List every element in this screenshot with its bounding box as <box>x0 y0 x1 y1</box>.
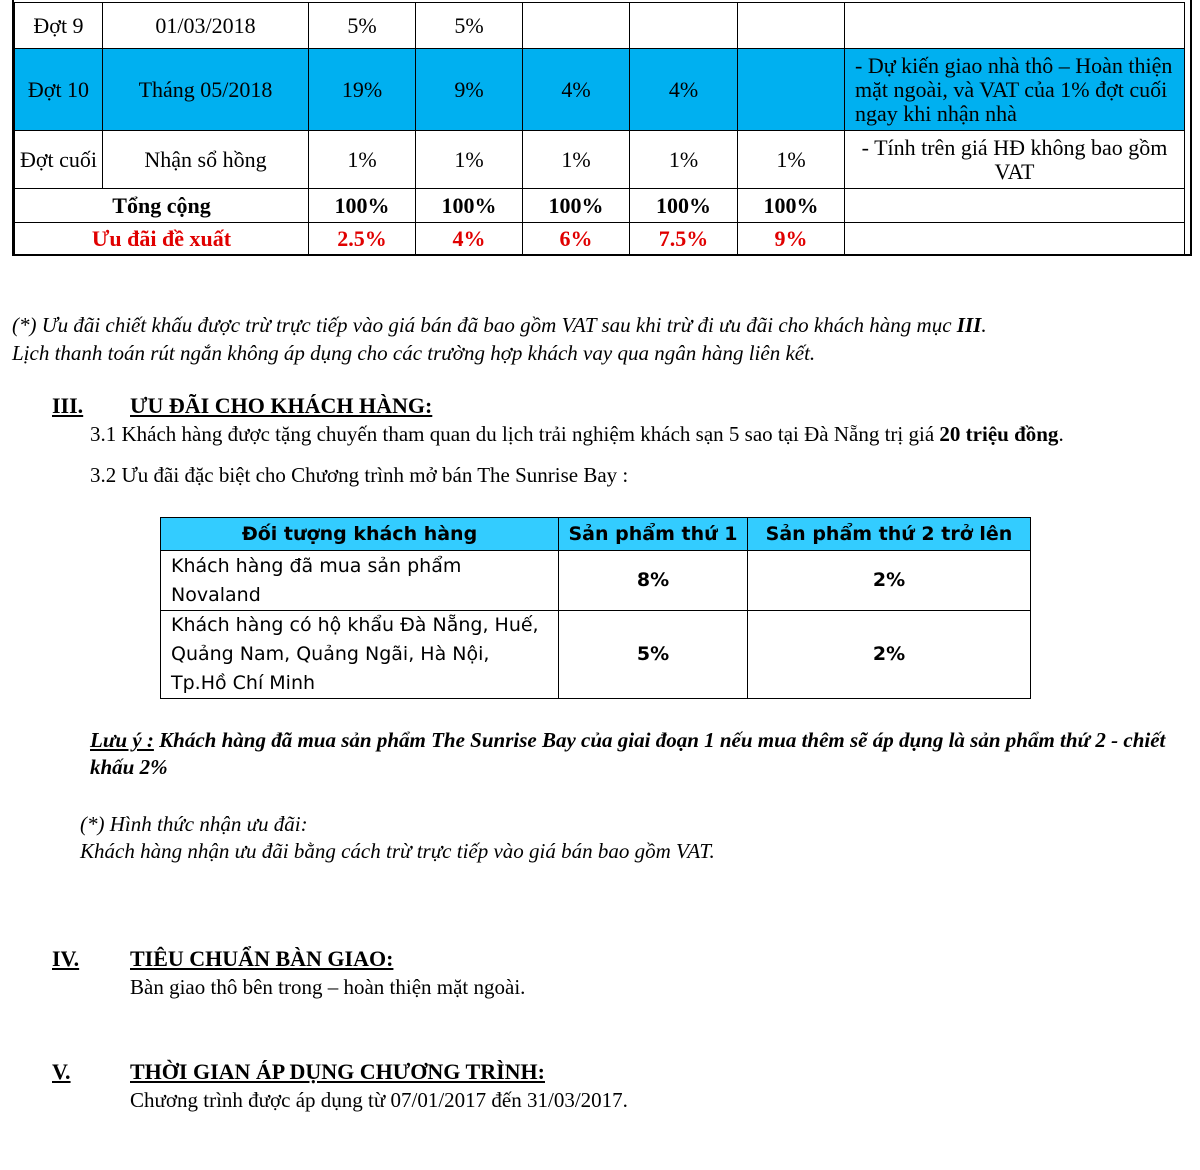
percent-cell <box>737 48 845 131</box>
percent-cell: 5% <box>415 2 523 49</box>
empty-cell <box>844 222 1185 256</box>
phase-cell: Đợt 10 <box>14 48 103 131</box>
offer-cell: 6% <box>522 222 630 256</box>
percent-cell: 1% <box>737 130 845 189</box>
percent-cell: 1% <box>415 130 523 189</box>
offer-row: Ưu đãi đề xuất 2.5% 4% 6% 7.5% 9% <box>14 222 1185 256</box>
percent-cell: 4% <box>629 48 738 131</box>
date-cell: Tháng 05/2018 <box>102 48 309 131</box>
offer-cell: 7.5% <box>629 222 738 256</box>
receive-line-2: Khách hàng nhận ưu đãi bằng cách trừ trự… <box>80 839 715 863</box>
total-cell: 100% <box>629 188 738 223</box>
percent-cell: 4% <box>522 48 630 131</box>
empty-cell <box>844 188 1185 223</box>
section-3-item-2: 3.2 Ưu đãi đặc biệt cho Chương trình mở … <box>90 463 629 487</box>
header-product-2: Sản phẩm thứ 2 trở lên <box>747 517 1031 551</box>
note: Lưu ý : Khách hàng đã mua sản phẩm The S… <box>90 728 1166 779</box>
section-4-heading: IV. TIÊU CHUẨN BÀN GIAO: <box>52 946 394 971</box>
section-3-item-1: 3.1 Khách hàng được tặng chuyến tham qua… <box>90 422 1064 446</box>
note-cell <box>844 2 1185 49</box>
total-cell: 100% <box>415 188 523 223</box>
phase-cell: Đợt cuối <box>14 130 103 189</box>
total-cell: 100% <box>522 188 630 223</box>
percent-cell <box>629 2 738 49</box>
note-cell: - Dự kiến giao nhà thô – Hoàn thiện mặt … <box>844 48 1185 131</box>
table-row: Đợt 9 01/03/2018 5% 5% <box>14 2 1185 49</box>
payment-schedule-table: Đợt 9 01/03/2018 5% 5% Đợt 10 Tháng 05/2018 19… <box>14 2 1185 256</box>
note-cell: - Tính trên giá HĐ không bao gồm VAT <box>844 130 1185 189</box>
total-cell: 100% <box>308 188 416 223</box>
customer-offer-table: Đối tượng khách hàng Sản phẩm thứ 1 Sản … <box>160 517 1031 699</box>
section-4-text: Bàn giao thô bên trong – hoàn thiện mặt … <box>130 975 526 999</box>
section-3-heading: III. ƯU ĐÃI CHO KHÁCH HÀNG: <box>52 393 433 418</box>
date-cell: 01/03/2018 <box>102 2 309 49</box>
percent-cell: 1% <box>308 130 416 189</box>
table-row: Khách hàng đã mua sản phẩm Novaland 8% 2% <box>160 550 1031 611</box>
total-label: Tổng cộng <box>14 188 309 223</box>
offer-cell: 9% <box>737 222 845 256</box>
phase-cell: Đợt 9 <box>14 2 103 49</box>
percent-cell: 1% <box>522 130 630 189</box>
date-cell: Nhận sổ hồng <box>102 130 309 189</box>
total-row: Tổng cộng 100% 100% 100% 100% 100% <box>14 188 1185 223</box>
percent-cell: 19% <box>308 48 416 131</box>
footnote-line-2: Lịch thanh toán rút ngắn không áp dụng c… <box>12 341 816 365</box>
percent-cell: 5% <box>308 2 416 49</box>
percent-cell: 1% <box>629 130 738 189</box>
offer-cell: 4% <box>415 222 523 256</box>
table-row: Đợt 10 Tháng 05/2018 19% 9% 4% 4% - Dự kiến gi… <box>14 48 1185 131</box>
section-5-heading: V. THỜI GIAN ÁP DỤNG CHƯƠNG TRÌNH: <box>52 1059 545 1084</box>
receive-line-1: (*) Hình thức nhận ưu đãi: <box>80 812 308 836</box>
section-5-text: Chương trình được áp dụng từ 07/01/2017 … <box>130 1088 628 1112</box>
percent-cell <box>522 2 630 49</box>
offer-label: Ưu đãi đề xuất <box>14 222 309 256</box>
percent-cell <box>737 2 845 49</box>
table-row: Đợt cuối Nhận sổ hồng 1% 1% 1% 1% 1% - Tính trê… <box>14 130 1185 189</box>
header-customer: Đối tượng khách hàng <box>160 517 559 551</box>
offer-cell: 2.5% <box>308 222 416 256</box>
percent-cell: 9% <box>415 48 523 131</box>
header-product-1: Sản phẩm thứ 1 <box>558 517 748 551</box>
footnote-line-1: (*) Ưu đãi chiết khấu được trừ trực tiếp… <box>12 313 987 337</box>
table-row: Khách hàng có hộ khẩu Đà Nẵng, Huế, Quản… <box>160 610 1031 699</box>
total-cell: 100% <box>737 188 845 223</box>
